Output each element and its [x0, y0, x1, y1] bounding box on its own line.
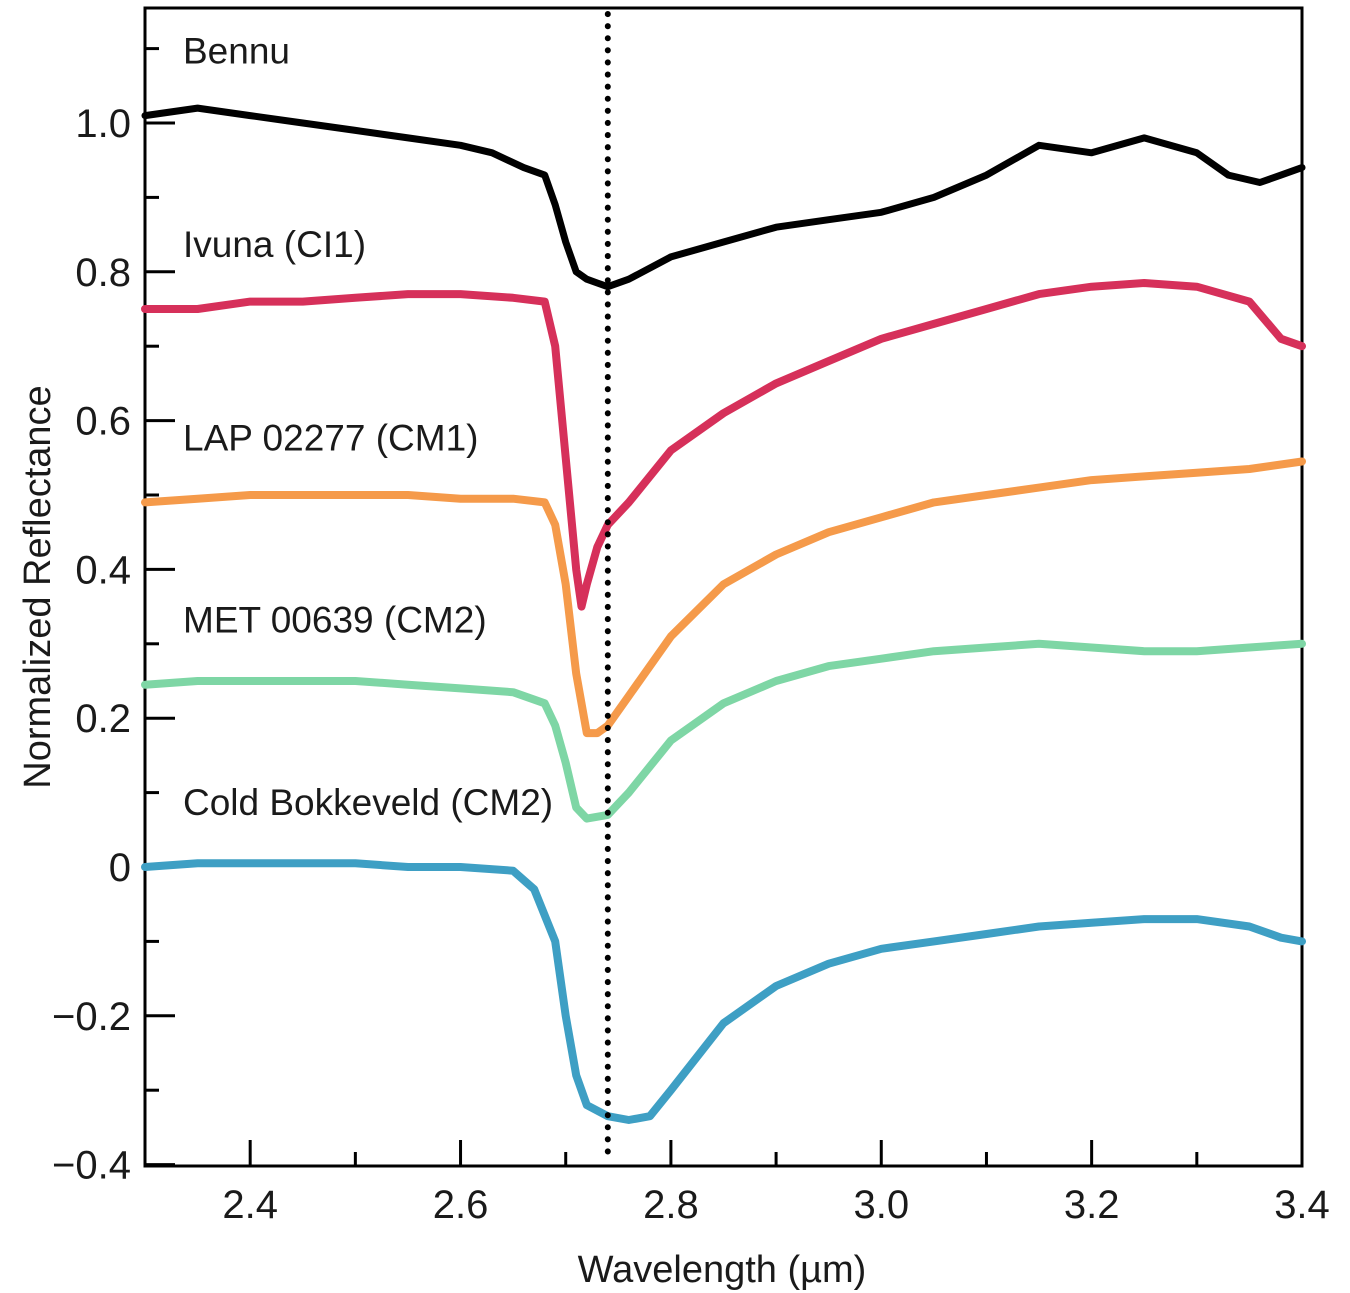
series-line-cold-bokkeveld — [141, 859, 1306, 1124]
series-label-cold-bokkeveld: Cold Bokkeveld (CM2) — [183, 782, 553, 823]
x-tick-label: 2.8 — [643, 1183, 699, 1227]
x-axis: 2.4 2.6 2.8 3.0 3.2 3.4 — [143, 1140, 1330, 1227]
y-tick-label: 0.6 — [75, 400, 131, 444]
y-tick-label: −0.4 — [52, 1144, 131, 1188]
series-line-lap-02277 — [141, 457, 1306, 738]
x-tick-label: 2.6 — [433, 1183, 489, 1227]
y-tick-label: 0 — [109, 846, 131, 890]
x-tick-label: 3.4 — [1274, 1183, 1330, 1227]
y-tick-label: 0.8 — [75, 251, 131, 295]
series-label-bennu: Bennu — [183, 31, 290, 72]
y-axis: −0.4 −0.2 0 0.2 0.4 0.6 0.8 1.0 — [52, 47, 175, 1188]
y-tick-label: −0.2 — [52, 995, 131, 1039]
plot-frame — [143, 6, 1304, 1168]
x-axis-title: Wavelength (µm) — [578, 1249, 867, 1291]
series-line-met-00639 — [141, 639, 1306, 823]
y-tick-label: 1.0 — [75, 102, 131, 146]
series-labels: Bennu Ivuna (CI1) LAP 02277 (CM1) MET 00639… — [183, 31, 553, 823]
y-tick-label: 0.4 — [75, 548, 131, 592]
series-label-met-00639: MET 00639 (CM2) — [183, 600, 487, 641]
series-label-lap-02277: LAP 02277 (CM1) — [183, 417, 478, 458]
x-tick-label: 2.4 — [222, 1183, 278, 1227]
y-tick-label: 0.2 — [75, 697, 131, 741]
series-label-ivuna: Ivuna (CI1) — [183, 224, 366, 265]
x-tick-label: 3.0 — [853, 1183, 909, 1227]
x-tick-label: 3.2 — [1064, 1183, 1120, 1227]
y-axis-title: Normalized Reflectance — [17, 385, 59, 788]
series-line-bennu — [141, 104, 1306, 291]
